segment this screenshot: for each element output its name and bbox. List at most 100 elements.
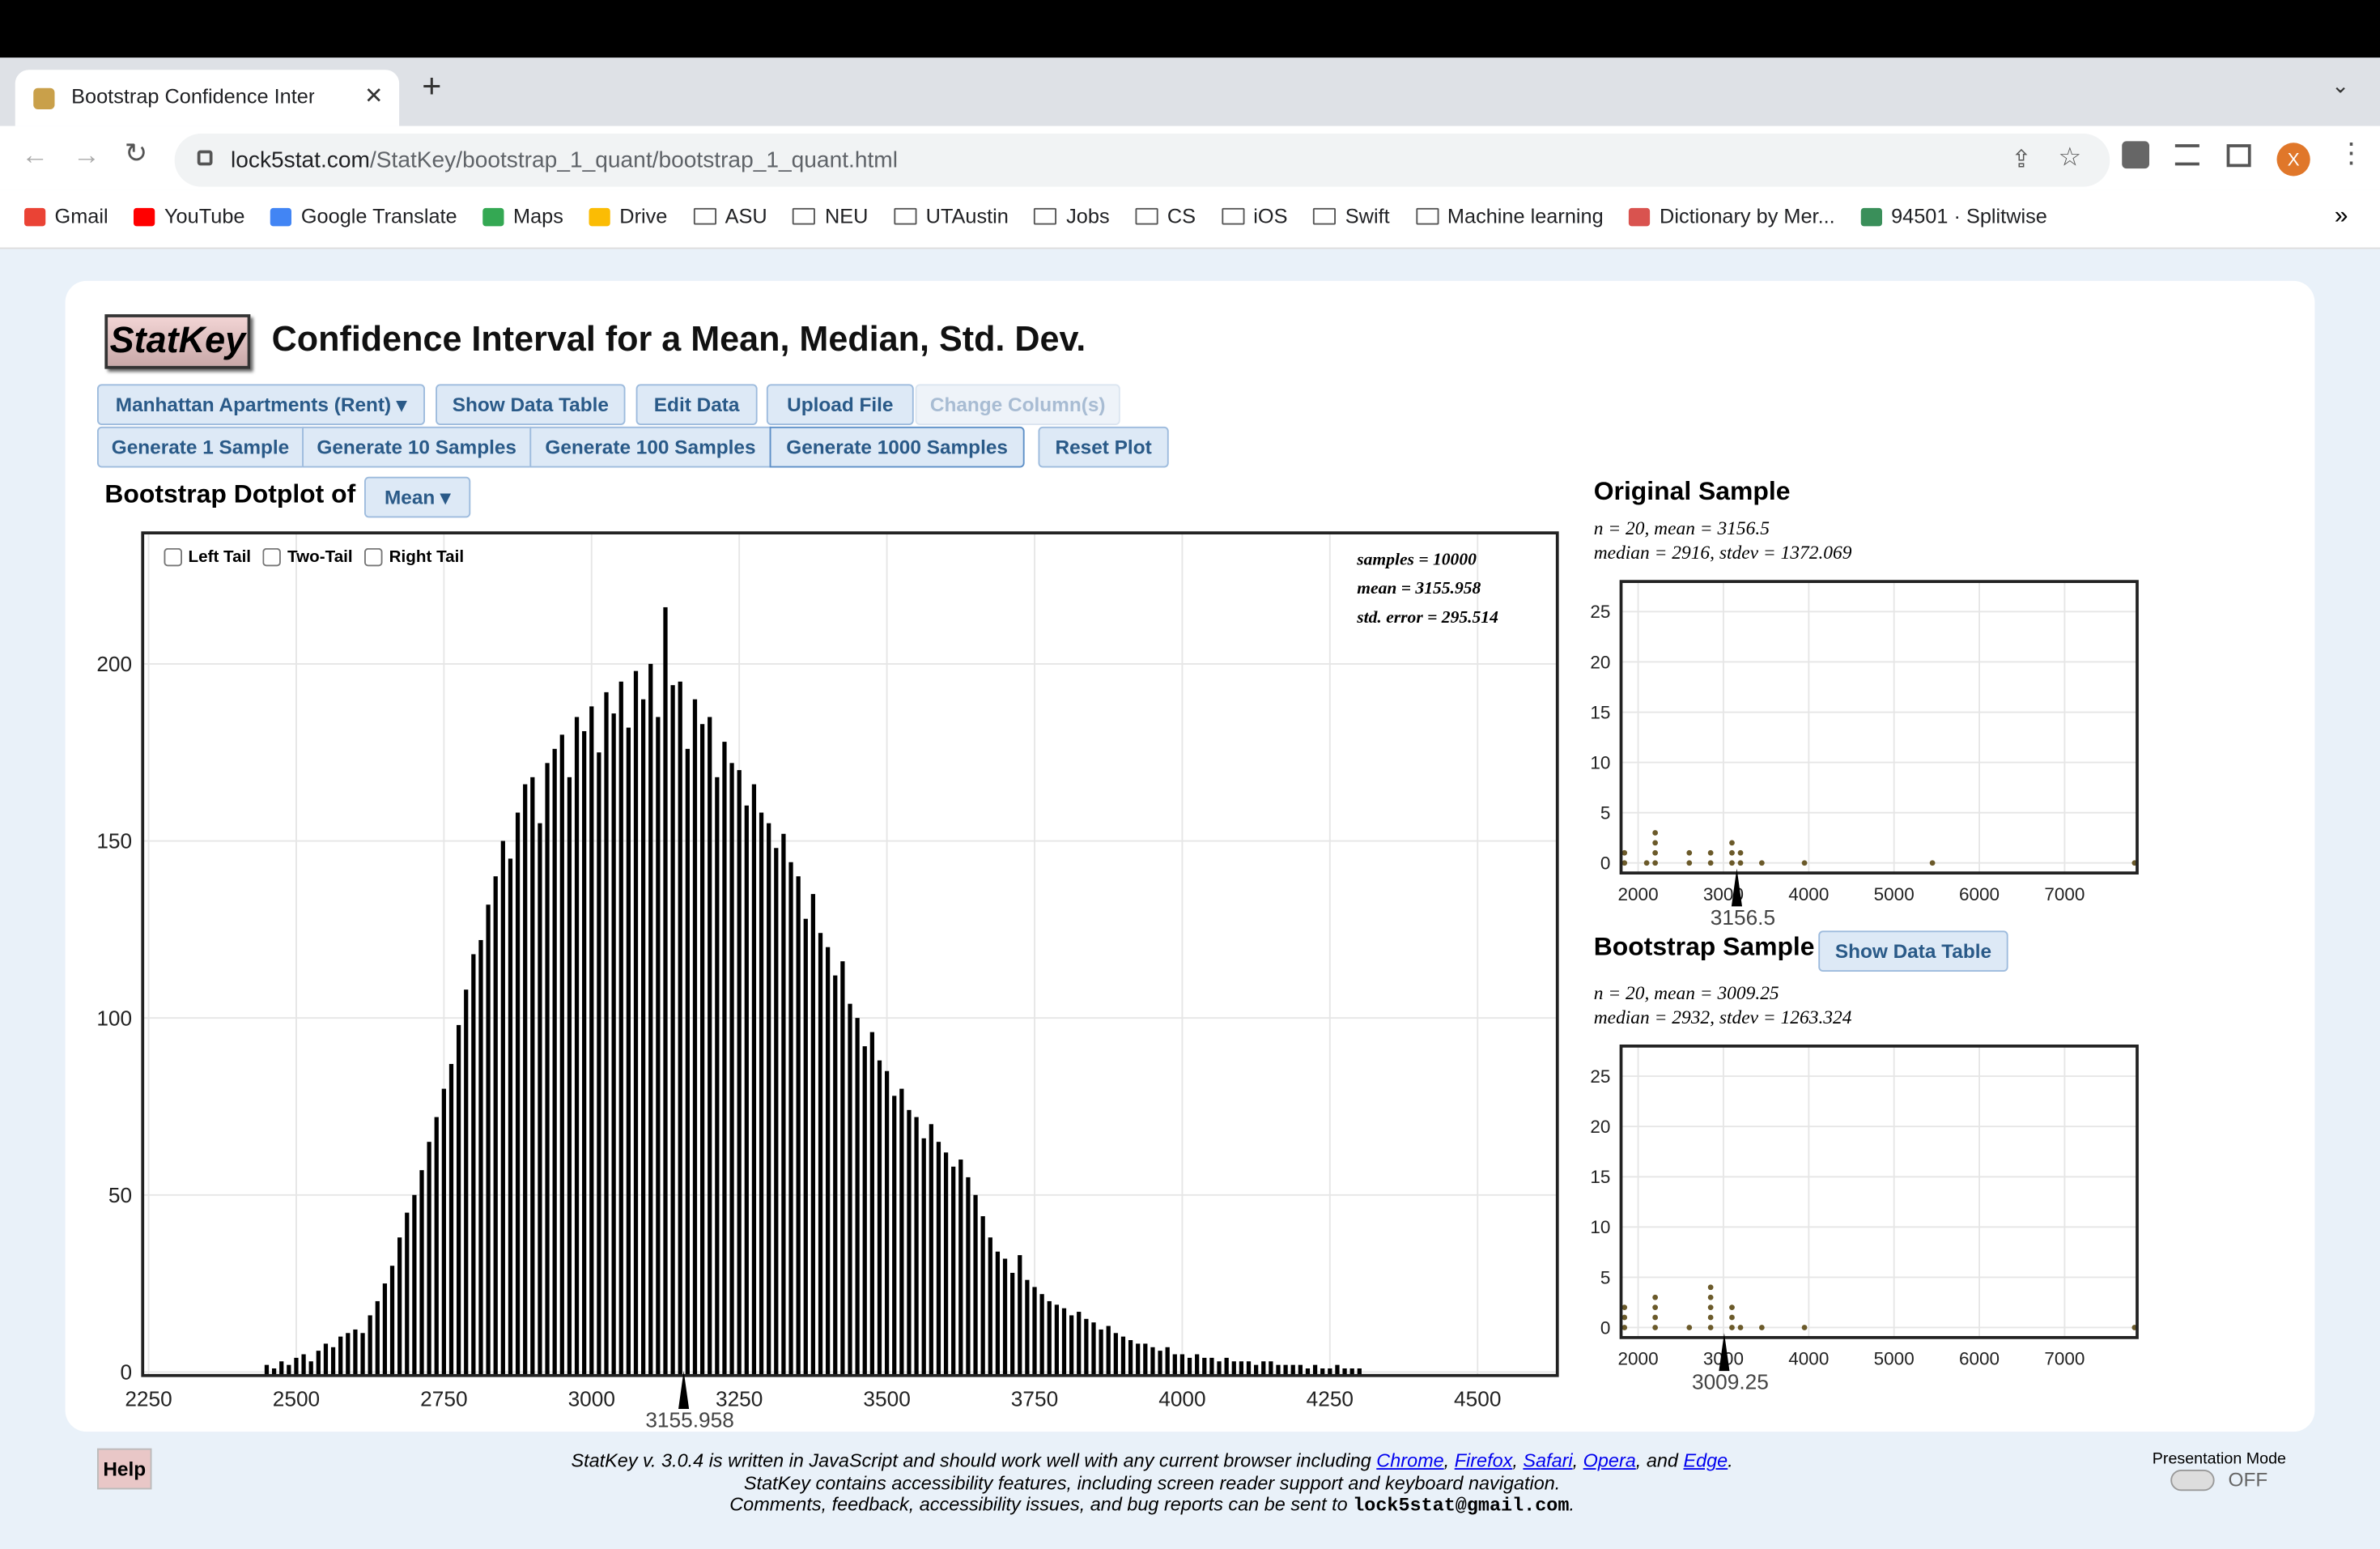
- dot: [1621, 1304, 1628, 1311]
- bookmark[interactable]: UTAustin: [894, 205, 1009, 228]
- omnibox[interactable]: lock5stat.com/StatKey/bootstrap_1_quant/…: [174, 134, 2110, 187]
- bookmark-star[interactable]: ☆: [2058, 143, 2082, 172]
- bookmark[interactable]: Google Translate: [270, 205, 457, 228]
- help[interactable]: Help: [97, 1448, 152, 1490]
- dot-stack: [995, 1251, 1001, 1375]
- profile[interactable]: X: [2276, 143, 2310, 177]
- x-tick-label: 2500: [273, 1386, 320, 1411]
- dot-stack: [264, 1364, 270, 1375]
- bookmark[interactable]: Gmail: [24, 205, 108, 228]
- stat: std. error = 295.514: [1357, 608, 1498, 628]
- button[interactable]: Show Data Table: [436, 384, 626, 425]
- dot-stack: [921, 1138, 926, 1375]
- dot: [1737, 860, 1744, 866]
- bookmark[interactable]: Swift: [1313, 205, 1390, 228]
- dot-stack: [678, 681, 682, 1375]
- link[interactable]: lock5stat@gmail.com: [1353, 1495, 1570, 1517]
- bookmark[interactable]: Machine learning: [1415, 205, 1604, 228]
- bookmark[interactable]: 94501 · Splitwise: [1860, 205, 2047, 228]
- bookmarks-overflow[interactable]: »: [2334, 203, 2348, 230]
- side-panel[interactable]: [2226, 144, 2251, 168]
- link[interactable]: Safari: [1523, 1449, 1573, 1471]
- dot-stack: [471, 954, 476, 1375]
- dot: [1686, 860, 1693, 866]
- new-tab[interactable]: +: [422, 66, 442, 105]
- dot: [1621, 1314, 1628, 1321]
- bookmark[interactable]: NEU: [793, 205, 868, 228]
- checkbox[interactable]: [364, 547, 384, 567]
- presentation-state: OFF: [2228, 1468, 2268, 1492]
- bookmark-label: UTAustin: [925, 205, 1009, 228]
- statistic-dropdown[interactable]: Mean ▾: [364, 476, 471, 518]
- checkbox[interactable]: [164, 547, 182, 567]
- forward[interactable]: →: [73, 139, 100, 171]
- statistic: Mean: [384, 486, 436, 509]
- back[interactable]: ←: [21, 139, 49, 171]
- bookmark[interactable]: Drive: [589, 205, 667, 228]
- marker-arrow: [1731, 868, 1742, 907]
- dataset-dropdown[interactable]: Manhattan Apartments (Rent) ▾: [97, 384, 425, 425]
- dot-stack: [810, 894, 816, 1375]
- tab-menu[interactable]: ⌄: [2331, 73, 2350, 97]
- dot: [1801, 1325, 1808, 1330]
- bookmark[interactable]: Dictionary by Mer...: [1629, 205, 1835, 228]
- plot-area: [1621, 1045, 2137, 1338]
- dot-stack: [353, 1329, 358, 1375]
- dot-stack: [464, 989, 469, 1375]
- checkbox[interactable]: [263, 547, 282, 567]
- tab-close[interactable]: ✕: [364, 83, 384, 109]
- bookmark[interactable]: CS: [1135, 205, 1196, 228]
- dot-stack: [826, 947, 831, 1375]
- extensions[interactable]: [2122, 141, 2149, 169]
- dot-stack: [434, 1117, 439, 1375]
- dot-stack: [892, 1096, 897, 1375]
- link[interactable]: Chrome: [1376, 1449, 1444, 1471]
- dot-stack: [1084, 1318, 1089, 1375]
- button[interactable]: Generate 1 Sample: [97, 426, 304, 468]
- dot-stack: [685, 748, 690, 1375]
- dot-stack: [670, 685, 675, 1375]
- dot-stack: [951, 1166, 956, 1375]
- page-title: Confidence Interval for a Mean, Median, …: [271, 318, 1086, 359]
- tab[interactable]: Bootstrap Confidence Interval ✕: [15, 70, 400, 126]
- text: StatKey v. 3.0.4 is written in JavaScrip…: [571, 1449, 1377, 1471]
- media[interactable]: [2174, 144, 2199, 166]
- x-tick-label: 4000: [1788, 884, 1829, 904]
- bookmark[interactable]: Maps: [482, 205, 563, 228]
- menu[interactable]: ⋮: [2337, 138, 2365, 169]
- text: ,: [1443, 1449, 1455, 1471]
- bookmark[interactable]: iOS: [1221, 205, 1288, 228]
- button[interactable]: Edit Data: [635, 384, 758, 425]
- reload[interactable]: ↻: [124, 138, 148, 169]
- dot-stack: [929, 1124, 933, 1375]
- bookmark-label: Maps: [513, 205, 563, 228]
- x-tick-label: 4000: [1158, 1386, 1205, 1411]
- dot-stack: [699, 724, 705, 1375]
- bookmark-icon: [134, 206, 155, 226]
- link[interactable]: Firefox: [1454, 1449, 1513, 1471]
- button[interactable]: Generate 100 Samples: [529, 426, 771, 468]
- button[interactable]: Generate 1000 Samples: [769, 426, 1025, 468]
- text: ,: [1572, 1449, 1583, 1471]
- button[interactable]: Generate 10 Samples: [302, 426, 532, 468]
- y-tick-label: 15: [1590, 702, 1610, 722]
- dot-stack: [427, 1142, 431, 1375]
- dot-stack: [330, 1347, 336, 1375]
- bookmark[interactable]: Jobs: [1034, 205, 1110, 228]
- share[interactable]: ⇪: [2011, 147, 2032, 173]
- link[interactable]: Opera: [1583, 1449, 1636, 1471]
- x-tick-label: 6000: [1959, 884, 2000, 904]
- toggle[interactable]: [2170, 1470, 2215, 1492]
- dot-stack: [973, 1194, 978, 1375]
- bookmark[interactable]: YouTube: [134, 205, 244, 228]
- button[interactable]: Upload File: [766, 384, 914, 425]
- dot-stack: [914, 1117, 919, 1375]
- button[interactable]: Reset Plot: [1038, 426, 1169, 468]
- dot-stack: [633, 670, 639, 1375]
- dot-stack: [389, 1266, 395, 1375]
- dot-stack: [840, 961, 845, 1375]
- text: .: [1569, 1494, 1575, 1516]
- button[interactable]: Show Data Table: [1818, 930, 2008, 972]
- bookmark[interactable]: ASU: [693, 205, 767, 228]
- link[interactable]: Edge: [1683, 1449, 1728, 1471]
